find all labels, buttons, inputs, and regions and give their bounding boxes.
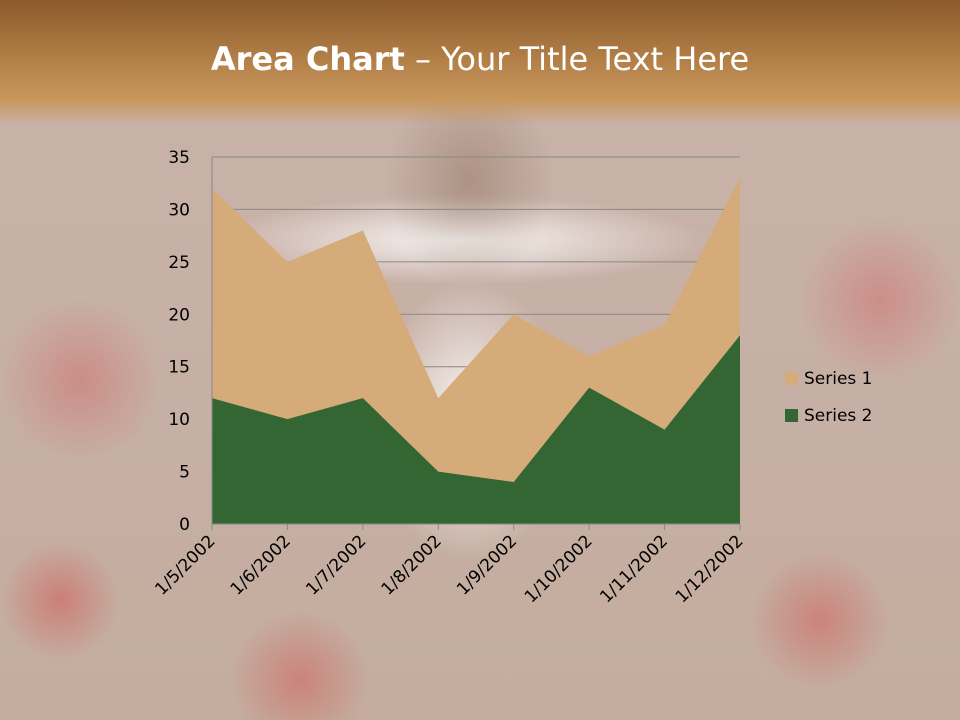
x-tick-label: 1/12/2002 [672, 531, 748, 607]
legend-item-series-1: Series 1 [785, 360, 873, 397]
x-tick-label: 1/7/2002 [302, 531, 370, 599]
y-tick-label: 35 [168, 148, 190, 168]
title-rest: – Your Title Text Here [404, 40, 750, 78]
legend-item-series-2: Series 2 [785, 397, 873, 434]
y-tick-label: 10 [168, 410, 190, 430]
x-tick-label: 1/11/2002 [596, 531, 672, 607]
x-tick-label: 1/8/2002 [378, 531, 446, 599]
y-tick-label: 30 [168, 200, 190, 220]
x-tick-label: 1/5/2002 [151, 531, 219, 599]
area-series-2 [212, 335, 740, 524]
legend: Series 1 Series 2 [785, 360, 873, 434]
y-tick-label: 5 [179, 463, 190, 483]
y-tick-label: 15 [168, 358, 190, 378]
x-tick-label: 1/9/2002 [453, 531, 521, 599]
legend-label: Series 2 [804, 405, 873, 426]
y-tick-label: 25 [168, 253, 190, 273]
x-tick-label: 1/10/2002 [521, 531, 597, 607]
title-bold: Area Chart [210, 40, 405, 78]
x-tick-label: 1/6/2002 [227, 531, 295, 599]
title-banner [0, 0, 960, 125]
slide-title: Area Chart – Your Title Text Here [0, 40, 960, 78]
y-tick-label: 20 [168, 305, 190, 325]
legend-swatch [785, 372, 798, 385]
legend-label: Series 1 [804, 368, 873, 389]
legend-swatch [785, 409, 798, 422]
y-tick-label: 0 [179, 515, 190, 535]
